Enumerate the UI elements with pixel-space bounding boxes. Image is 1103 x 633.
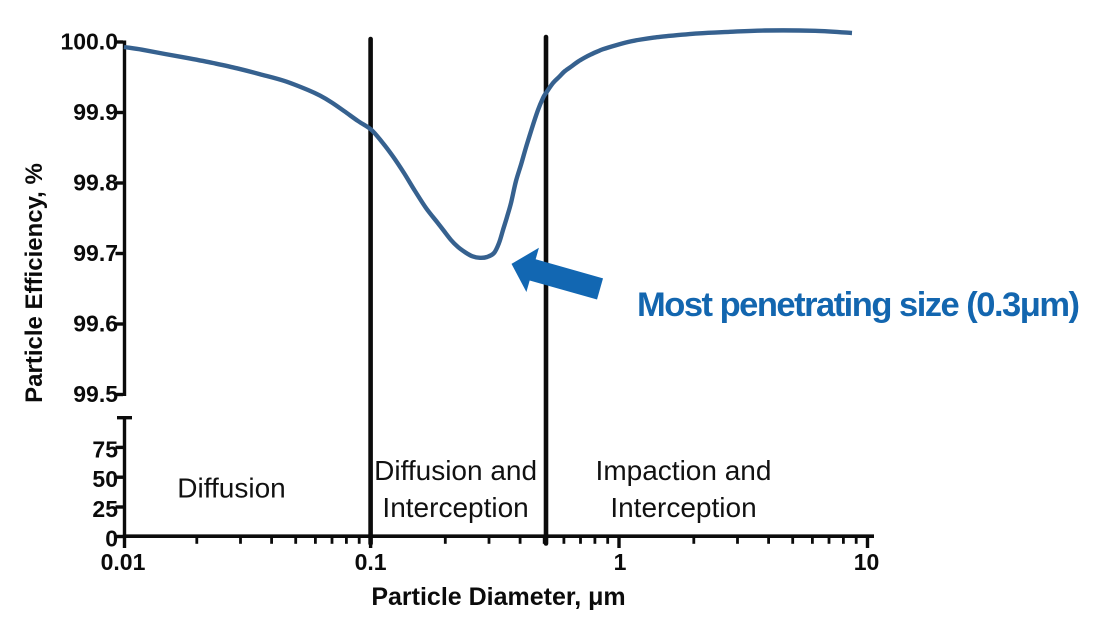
svg-text:0: 0 (105, 526, 118, 552)
svg-text:Diffusion and: Diffusion and (374, 455, 537, 486)
svg-text:99.6: 99.6 (73, 311, 118, 337)
svg-text:99.8: 99.8 (73, 170, 118, 196)
svg-text:Interception: Interception (610, 492, 756, 523)
svg-text:99.5: 99.5 (73, 381, 118, 407)
svg-text:Interception: Interception (382, 492, 528, 523)
svg-text:10: 10 (854, 549, 880, 575)
svg-text:99.7: 99.7 (73, 240, 118, 266)
svg-text:1: 1 (614, 549, 627, 575)
svg-text:75: 75 (92, 436, 118, 462)
svg-text:100.0: 100.0 (60, 29, 118, 55)
svg-text:Most penetrating size (0.3μm): Most penetrating size (0.3μm) (637, 286, 1079, 324)
svg-text:Impaction and: Impaction and (596, 455, 772, 486)
svg-text:25: 25 (92, 496, 118, 522)
svg-text:Particle Diameter, μm: Particle Diameter, μm (371, 583, 625, 611)
svg-text:99.9: 99.9 (73, 99, 118, 125)
svg-text:0.1: 0.1 (355, 549, 387, 575)
svg-text:Diffusion: Diffusion (177, 473, 285, 504)
svg-text:0.01: 0.01 (101, 549, 146, 575)
svg-text:Particle Efficiency, %: Particle Efficiency, % (21, 163, 48, 403)
svg-text:50: 50 (92, 466, 118, 492)
